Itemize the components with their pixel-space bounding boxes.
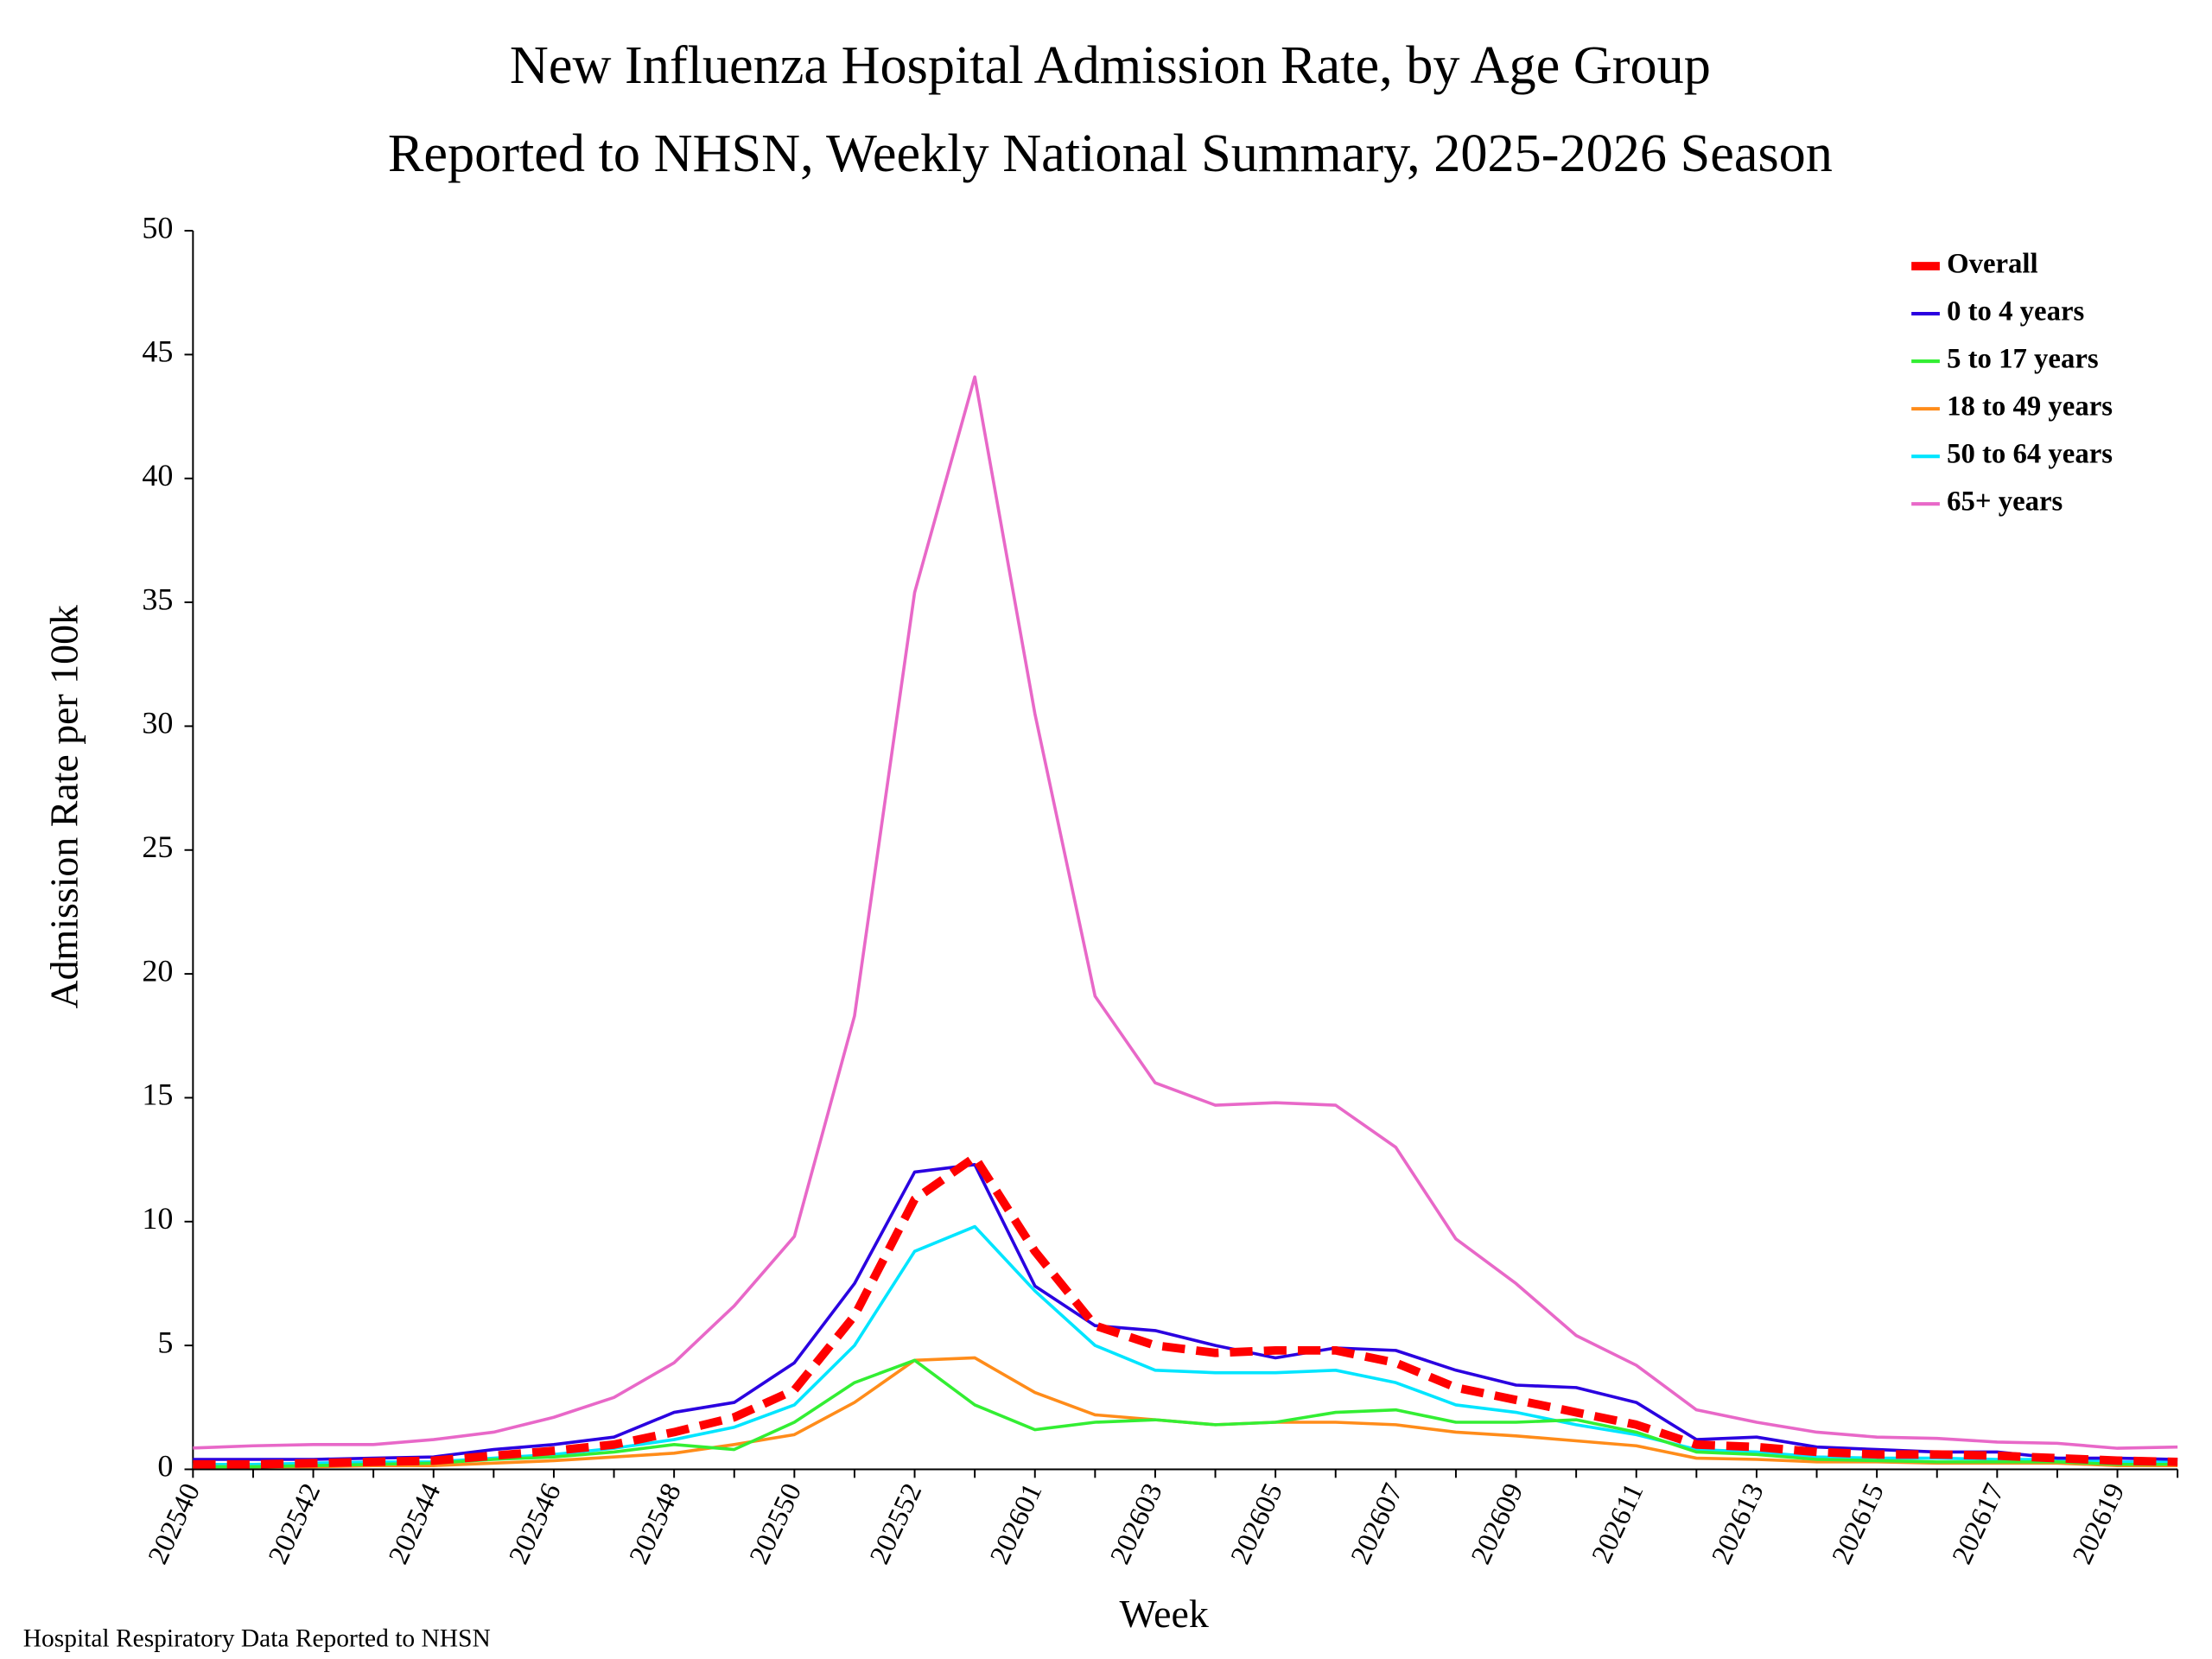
legend-label: Overall [1947,249,2038,280]
x-tick-label: 202544 [383,1478,447,1568]
y-tick-label: 50 [142,210,173,245]
y-axis-label: Admission Rate per 100k [42,605,86,1009]
legend-label: 5 to 17 years [1947,344,2099,375]
x-tick-label: 202603 [1104,1478,1168,1568]
legend-label: 18 to 49 years [1947,391,2113,423]
series-line [193,1224,2178,1466]
x-axis-label: Week [1120,1592,1209,1636]
x-tick-label: 202540 [143,1478,207,1568]
x-tick-label: 202542 [263,1478,327,1568]
y-tick-label: 15 [142,1077,173,1112]
x-tick-label: 202546 [503,1478,567,1568]
x-tick-label: 202617 [1947,1478,2011,1568]
chart-title: New Influenza Hospital Admission Rate, b… [510,36,1711,95]
x-tick-label: 202611 [1586,1478,1650,1567]
x-tick-label: 202605 [1225,1478,1289,1568]
x-tick-label: 202613 [1706,1478,1770,1568]
y-tick-label: 35 [142,582,173,616]
y-tick-label: 5 [157,1325,173,1359]
y-tick-label: 10 [142,1201,173,1236]
x-tick-label: 202550 [744,1478,808,1568]
legend-label: 50 to 64 years [1947,439,2113,470]
x-tick-label: 202552 [864,1478,928,1568]
x-tick-label: 202548 [624,1478,688,1568]
y-tick-label: 20 [142,953,173,988]
footnote: Hospital Respiratory Data Reported to NH… [23,1624,491,1652]
x-tick-label: 202615 [1827,1478,1891,1568]
y-tick-label: 45 [142,334,173,369]
x-tick-label: 202609 [1465,1478,1529,1568]
legend-label: 65+ years [1947,486,2063,518]
y-tick-label: 25 [142,830,173,864]
series-line [193,1153,2178,1469]
series-line [193,1163,2178,1461]
x-tick-label: 202601 [984,1478,1048,1568]
series-line [193,1358,2178,1469]
x-tick-label: 202607 [1345,1478,1409,1568]
series-line [193,375,2178,1450]
legend-label: 0 to 4 years [1947,296,2084,327]
x-tick-label: 202619 [2067,1478,2131,1568]
y-tick-label: 40 [142,458,173,493]
y-tick-label: 30 [142,706,173,741]
y-tick-label: 0 [157,1449,173,1484]
chart-subtitle: Reported to NHSN, Weekly National Summar… [388,124,1833,183]
